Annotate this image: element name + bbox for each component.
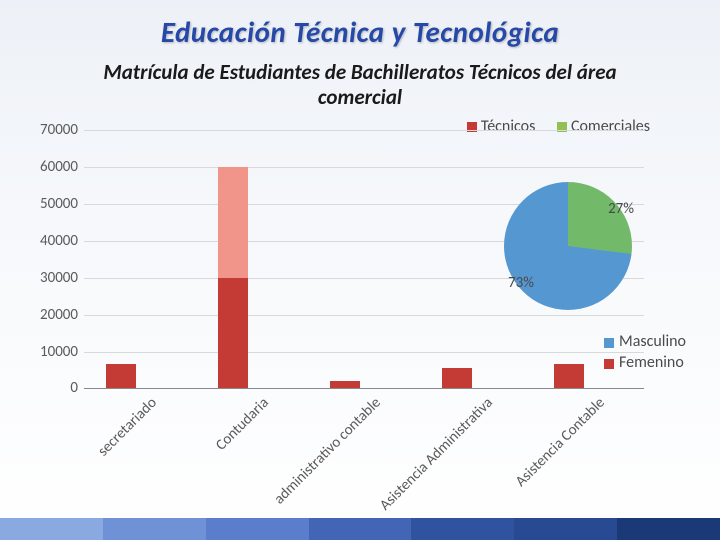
- y-tick-label: 30000: [28, 269, 78, 287]
- legend-label-masculino: Masculino: [619, 332, 686, 351]
- x-tick-label: Asistencia Contable: [512, 394, 609, 491]
- y-tick-label: 0: [28, 379, 78, 397]
- y-tick-label: 60000: [28, 158, 78, 176]
- x-tick-label: Asistencia Administrativa: [376, 394, 496, 514]
- y-tick-label: 70000: [28, 121, 78, 139]
- pie-slice-label: 27%: [608, 200, 634, 218]
- gridline: [84, 388, 644, 389]
- x-tick-label: administrativo contable: [271, 394, 385, 508]
- gridline: [84, 352, 644, 353]
- pie-slice-label: 73%: [508, 274, 534, 292]
- bar-tecnicos: [106, 364, 136, 388]
- page-subtitle: Matrícula de Estudiantes de Bachillerato…: [22, 60, 698, 110]
- bar-tecnicos: [554, 364, 584, 388]
- footer-ribbon: [0, 518, 720, 540]
- ribbon-segment: [103, 518, 206, 540]
- y-tick-label: 40000: [28, 232, 78, 250]
- gridline: [84, 167, 644, 168]
- x-tick-label: Contudaria: [212, 394, 272, 454]
- swatch-masculino: [604, 338, 614, 348]
- y-tick-label: 50000: [28, 195, 78, 213]
- x-tick-label: secretariado: [94, 394, 160, 460]
- page-title: Educación Técnica y Tecnológica: [22, 14, 698, 50]
- ribbon-segment: [617, 518, 720, 540]
- ribbon-segment: [411, 518, 514, 540]
- y-tick-label: 10000: [28, 343, 78, 361]
- ribbon-segment: [206, 518, 309, 540]
- y-tick-label: 20000: [28, 306, 78, 324]
- bar-tecnicos: [330, 381, 360, 388]
- ribbon-segment: [309, 518, 412, 540]
- ribbon-segment: [514, 518, 617, 540]
- gender-legend: Masculino Femenino: [604, 332, 686, 374]
- gridline: [84, 130, 644, 131]
- bar-tecnicos: [218, 278, 248, 389]
- chart-area: Técnicos Comerciales 0100002000030000400…: [22, 112, 698, 520]
- bar-tecnicos: [442, 368, 472, 388]
- legend-label-femenino: Femenino: [619, 353, 684, 372]
- ribbon-segment: [0, 518, 103, 540]
- bar-upper-segment: [218, 167, 248, 278]
- swatch-femenino: [604, 359, 614, 369]
- gridline: [84, 315, 644, 316]
